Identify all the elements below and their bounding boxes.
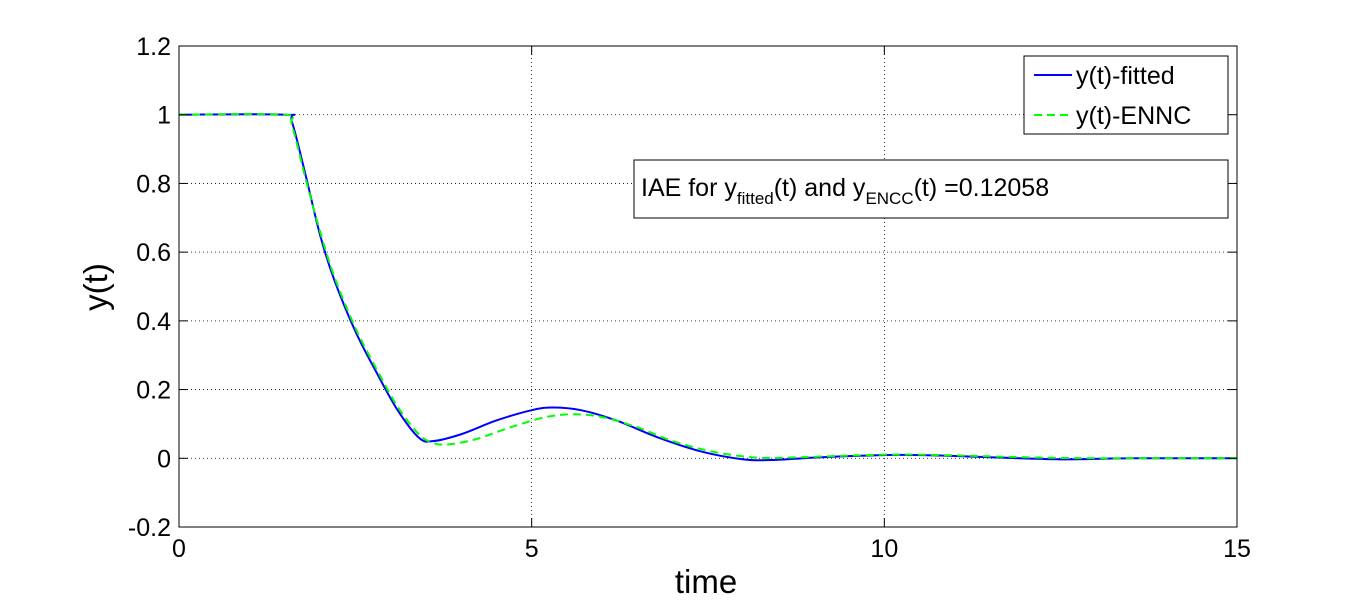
axes-box — [178, 45, 1238, 528]
annotation-suffix: (t) =0.12058 — [914, 174, 1050, 202]
annotation-prefix: IAE for y — [641, 174, 737, 202]
y-tick-label: 0 — [157, 445, 171, 473]
series-layer — [178, 112, 1238, 462]
annotation-box — [633, 159, 1229, 219]
annotation-text: IAE for yfitted(t) and yENCC(t) =0.12058 — [641, 174, 1049, 208]
series-line-fitted — [178, 113, 1238, 462]
annotation-mid: (t) and y — [774, 174, 866, 202]
legend: y(t)-fitted y(t)-ENNC — [1023, 55, 1229, 135]
x-tick-label: 10 — [870, 535, 898, 563]
iae-annotation: IAE for yfitted(t) and yENCC(t) =0.12058 — [633, 159, 1229, 219]
x-tick-label: 5 — [525, 535, 539, 563]
y-tick-label: 0.6 — [136, 239, 171, 267]
x-axis-label: time — [675, 563, 737, 600]
annotation-sub-fitted: fitted — [737, 189, 774, 208]
tick-labels: 0 5 10 15-0.200.20.40.60.811.2 — [128, 33, 1251, 563]
y-tick-label: 1 — [157, 102, 171, 130]
x-tick-label: 0 — [172, 535, 186, 563]
ticks — [178, 45, 1238, 528]
legend-label-fitted: y(t)-fitted — [1076, 62, 1175, 90]
y-tick-label: -0.2 — [128, 514, 171, 542]
legend-label-ennc: y(t)-ENNC — [1076, 102, 1191, 130]
y-axis-label: y(t) — [77, 263, 114, 311]
y-tick-label: 1.2 — [136, 33, 171, 61]
y-tick-label: 0.4 — [136, 308, 171, 336]
legend-box — [1023, 55, 1229, 135]
annotation-sub-encc: ENCC — [865, 189, 913, 208]
y-tick-label: 0.8 — [136, 170, 171, 198]
x-tick-label: 15 — [1223, 535, 1251, 563]
y-tick-label: 0.2 — [136, 377, 171, 405]
